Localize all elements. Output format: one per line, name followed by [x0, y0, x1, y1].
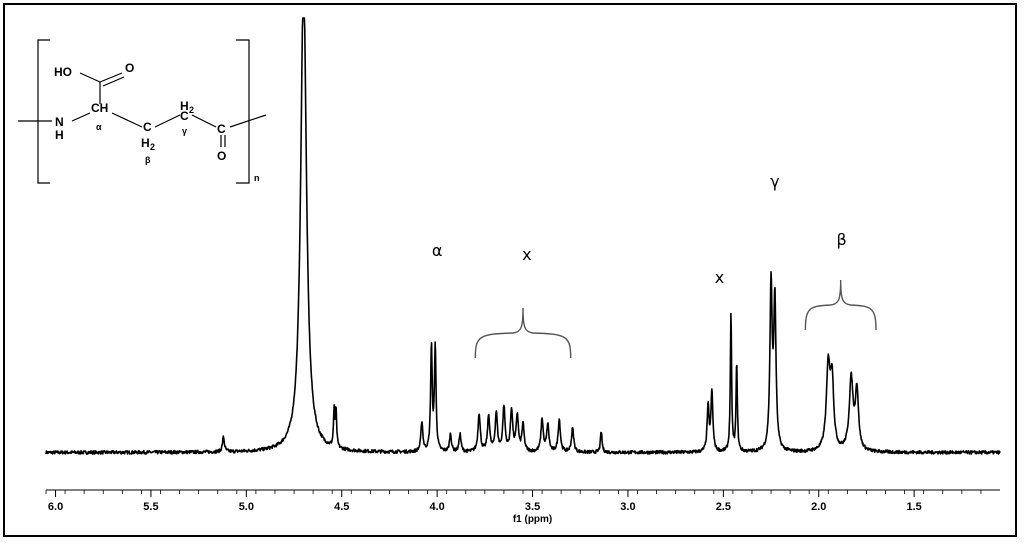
- x-tick-label: 2.5: [716, 501, 731, 513]
- spectrum-line: [45, 17, 1001, 455]
- bond-ch-c: [111, 112, 143, 128]
- label-beta: β: [145, 155, 151, 165]
- label-ho: HO: [54, 65, 72, 79]
- x-tick-label: 6.0: [48, 501, 63, 513]
- spectrum-plot: [45, 17, 1001, 455]
- label-c-beta: C: [143, 120, 152, 134]
- right-bracket: [236, 39, 250, 184]
- label-gamma: γ: [182, 126, 187, 136]
- chemical-structure: HO O CH α N H C H 2 β H 2 C γ C O n: [18, 39, 267, 184]
- bond-c-ho: [79, 72, 101, 83]
- peak-label: α: [432, 241, 443, 260]
- bond-c-o-1: [99, 72, 123, 83]
- label-o-bottom: O: [217, 149, 226, 163]
- peak-label: x: [522, 245, 531, 264]
- x-tick-label: 4.0: [429, 501, 444, 513]
- label-o-top: O: [125, 61, 134, 75]
- bond-c-carbonyl: [191, 114, 217, 128]
- left-bracket: [37, 39, 50, 184]
- x-tick-label: 2.0: [811, 501, 826, 513]
- label-n: N: [55, 115, 64, 129]
- label-2-gamma: 2: [189, 105, 194, 115]
- x-tick-label: 1.5: [906, 501, 921, 513]
- label-alpha: α: [96, 122, 102, 132]
- label-ch: CH: [91, 101, 108, 115]
- label-h2-gamma: H: [180, 99, 189, 113]
- bracket-brace: [474, 307, 572, 359]
- x-tick-label: 3.0: [620, 501, 635, 513]
- chart-frame: [3, 3, 1017, 537]
- label-c-gamma: C: [180, 109, 189, 123]
- x-axis: 6.0 5.5 5.0 4.5 4.0 3.5 3.0 2.5 2.0 1.5 f1 (ppm): [45, 489, 1000, 525]
- peak-annotations: α x x γ β: [432, 172, 877, 359]
- bond-c-c: [154, 114, 181, 128]
- label-c-carbonyl: C: [217, 122, 226, 136]
- label-h2-beta: H: [141, 136, 150, 150]
- x-tick-label: 5.5: [143, 501, 158, 513]
- label-2-beta: 2: [150, 142, 155, 152]
- label-h-nh: H: [55, 128, 64, 142]
- x-axis-title: f1 (ppm): [513, 514, 552, 525]
- peak-label: β: [837, 230, 847, 249]
- x-tick-label: 4.5: [334, 501, 349, 513]
- bond-c-o-2: [102, 76, 125, 87]
- peak-label: x: [715, 268, 724, 287]
- label-n-subscript: n: [254, 173, 260, 183]
- bond-n-ch: [71, 112, 91, 122]
- peak-label: γ: [770, 172, 779, 191]
- x-tick-label: 5.0: [239, 501, 254, 513]
- bond-carbonyl-right: [229, 114, 267, 128]
- x-tick-label: 3.5: [525, 501, 540, 513]
- bracket-brace: [804, 279, 877, 331]
